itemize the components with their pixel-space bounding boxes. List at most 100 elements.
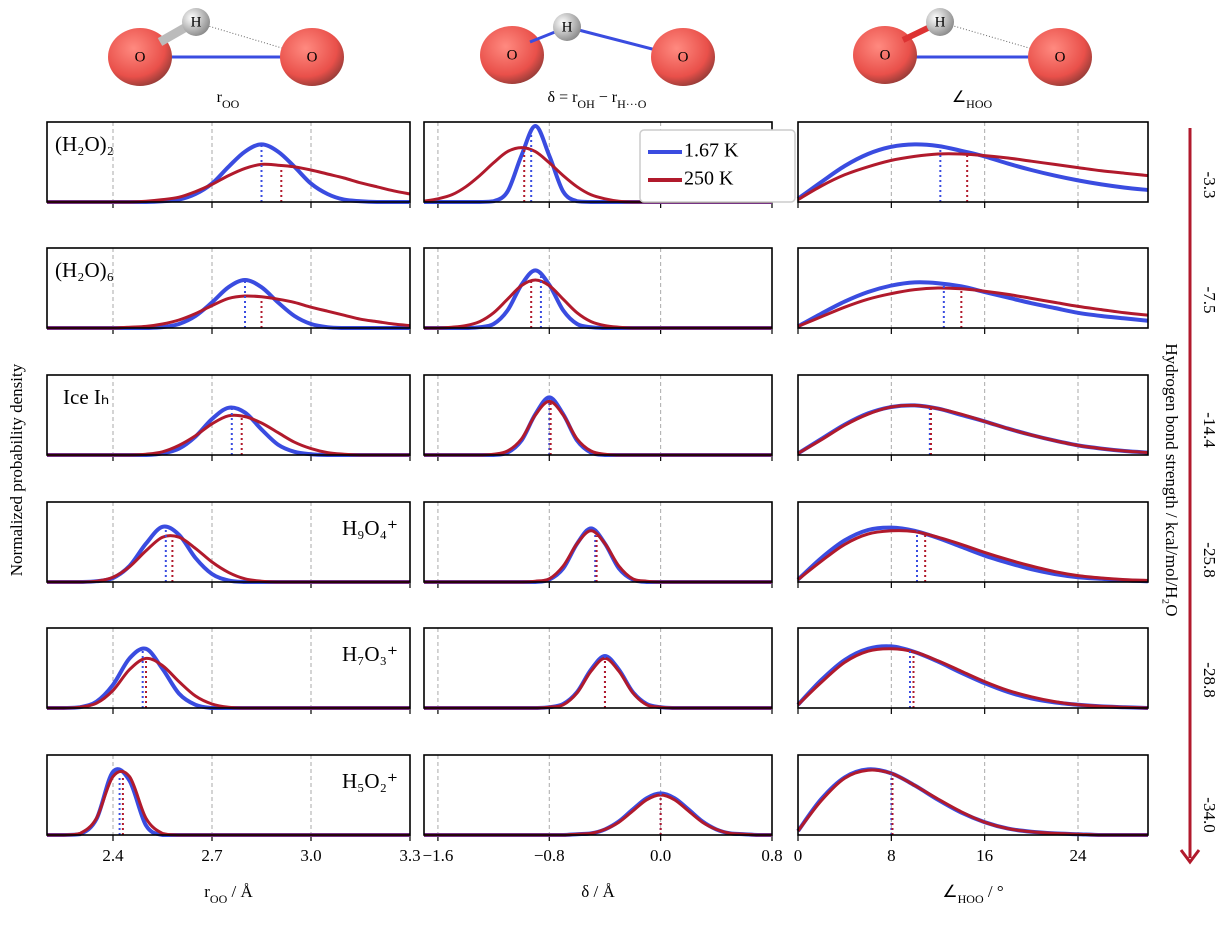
- label: rOO / Å: [204, 882, 253, 906]
- panel-frame: [46, 247, 411, 329]
- y-axis-label: Normalized probability density: [7, 363, 26, 576]
- panel-frame: [46, 501, 411, 583]
- strength-value: -3.3: [1200, 172, 1219, 199]
- label-part: ∠: [952, 89, 966, 106]
- panel-frame: [797, 754, 1149, 836]
- label-part: / Å: [227, 882, 253, 901]
- legend: 1.67 K 250 K: [639, 129, 796, 203]
- molecule: O H O: [108, 8, 344, 86]
- panel-frame: [797, 121, 1149, 203]
- panel-frame: [423, 754, 773, 836]
- panel-frame: [797, 501, 1149, 583]
- x-tick-label: 0: [794, 846, 803, 865]
- panel-frame: [46, 374, 411, 456]
- density-curve: [423, 399, 772, 457]
- label-part: OO: [210, 892, 228, 906]
- atom-label: O: [307, 49, 318, 65]
- label-part: OH: [577, 97, 595, 111]
- label-part: HOO: [958, 892, 984, 906]
- hydrogen: [182, 8, 210, 36]
- density-curve: [47, 278, 410, 330]
- strength-value: -14.4: [1200, 412, 1219, 448]
- panel-frame: [423, 627, 773, 709]
- oxygen: [1028, 28, 1092, 86]
- x-tick-label: −1.6: [422, 846, 453, 865]
- density-curve: [46, 413, 410, 457]
- label-part: OO: [222, 97, 240, 111]
- x-tick-label: 0.0: [650, 846, 671, 865]
- panel-frame: [46, 754, 411, 836]
- atom-label: H: [935, 14, 946, 30]
- density-curve: [46, 534, 410, 584]
- atom-label: O: [880, 47, 891, 63]
- molecule: O H O: [480, 13, 715, 86]
- label: δ / Å: [581, 882, 615, 901]
- oh-bond: [157, 22, 191, 46]
- label-part: ∠: [942, 882, 957, 901]
- oxygen: [651, 28, 715, 86]
- x-tick-label: −0.8: [534, 846, 565, 865]
- panel-frame: [797, 374, 1149, 456]
- density-curve: [796, 647, 1149, 710]
- system-label: H₉O₄⁺: [342, 516, 398, 540]
- panel-frame: [46, 121, 411, 203]
- x-tick-label: 2.7: [201, 846, 223, 865]
- strength-value: -25.8: [1200, 542, 1219, 577]
- x-tick-label: 8: [887, 846, 896, 865]
- oxygen: [853, 26, 917, 84]
- density-curve: [424, 278, 772, 330]
- molecule: O H O: [853, 8, 1092, 86]
- label-part: r: [217, 89, 223, 106]
- system-label: H₅O₂⁺: [342, 769, 398, 793]
- density-curve: [423, 529, 772, 584]
- panel-frame: [797, 247, 1149, 329]
- density-curve: [424, 268, 772, 330]
- label: ∠HOO: [952, 89, 993, 111]
- panel-frame: [423, 247, 773, 329]
- system-label: (H₂O)₆: [55, 258, 114, 282]
- label-part: − r: [595, 89, 618, 106]
- panel-frame: [797, 627, 1149, 709]
- x-tick-label: 16: [976, 846, 993, 865]
- density-curve: [797, 152, 1149, 201]
- density-curve: [796, 767, 1148, 838]
- oxygen: [480, 26, 544, 84]
- density-curve: [796, 768, 1148, 837]
- density-curve: [797, 286, 1149, 328]
- x-tick-label: 24: [1070, 846, 1088, 865]
- x-tick-label: 3.0: [300, 846, 321, 865]
- atom-label: H: [562, 19, 573, 35]
- strength-value: -34.0: [1200, 797, 1219, 832]
- arrow-head: [1179, 849, 1201, 865]
- panel-frame: [423, 374, 773, 456]
- density-curve: [797, 403, 1149, 455]
- label: ∠HOO / °: [942, 882, 1003, 906]
- x-tick-label: 0.8: [761, 846, 782, 865]
- density-curve: [46, 162, 411, 204]
- density-curve: [423, 791, 772, 838]
- label-part: HOO: [966, 97, 992, 111]
- system-label: Ice Iₕ: [63, 385, 109, 409]
- legend-label: 250 K: [684, 168, 734, 190]
- strength-label: Hydrogen bond strength / kcal/mol/H₂O: [1162, 343, 1181, 616]
- panel-frame: [423, 501, 773, 583]
- density-curve: [423, 656, 772, 710]
- density-curve: [423, 395, 772, 458]
- system-label: (H₂O)₂: [55, 132, 114, 156]
- label-part: δ = r: [548, 89, 579, 106]
- legend-box: [639, 129, 796, 203]
- atom-label: O: [507, 47, 518, 63]
- atom-label: O: [135, 49, 146, 65]
- atom-label: O: [678, 49, 689, 65]
- strength-value: -28.8: [1200, 662, 1219, 697]
- density-curve: [797, 529, 1149, 582]
- strength-value: -7.5: [1200, 287, 1219, 314]
- label-part: δ / Å: [581, 882, 615, 901]
- system-label: H₇O₃⁺: [342, 642, 398, 666]
- label-part: / °: [984, 882, 1004, 901]
- oxygen: [280, 28, 344, 86]
- legend-label: 1.67 K: [684, 140, 739, 162]
- x-tick-label: 3.3: [399, 846, 420, 865]
